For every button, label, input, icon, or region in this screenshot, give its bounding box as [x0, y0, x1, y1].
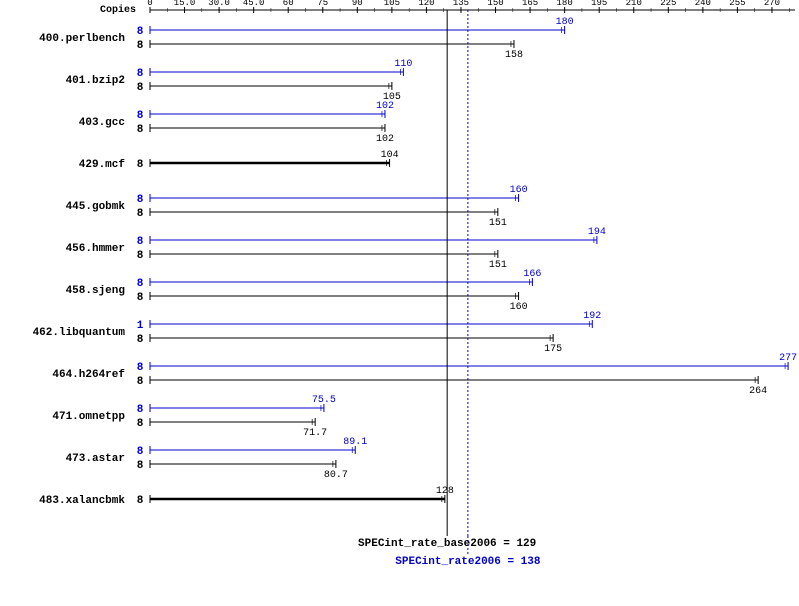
axis-tick-label: 60 [283, 0, 294, 8]
copies-value: 8 [137, 446, 144, 458]
bar-value-label: 180 [556, 17, 574, 28]
copies-value: 8 [137, 362, 144, 374]
bar-value-label: 264 [749, 386, 767, 397]
benchmark-label: 401.bzip2 [66, 75, 125, 87]
bar-value-label: 128 [436, 486, 454, 497]
benchmark-label: 400.perlbench [39, 33, 125, 45]
bar-value-label: 158 [505, 50, 523, 61]
bar-value-label: 151 [489, 260, 507, 271]
copies-value: 8 [137, 460, 144, 472]
axis-tick-label: 75 [317, 0, 328, 8]
bar-value-label: 102 [376, 101, 394, 112]
axis-tick-label: 0 [147, 0, 152, 8]
benchmark-label: 403.gcc [79, 117, 125, 129]
benchmark-label: 458.sjeng [66, 285, 125, 297]
copies-value: 8 [137, 292, 144, 304]
copies-value: 8 [137, 26, 144, 38]
axis-tick-label: 225 [660, 0, 676, 8]
axis-tick-label: 195 [591, 0, 607, 8]
copies-header: Copies [100, 4, 136, 16]
bar-value-label: 166 [523, 269, 541, 280]
axis-tick-label: 165 [522, 0, 538, 8]
copies-value: 8 [137, 159, 144, 171]
copies-value: 8 [137, 40, 144, 52]
copies-value: 8 [137, 82, 144, 94]
bar-value-label: 80.7 [324, 470, 348, 481]
axis-tick-label: 180 [557, 0, 573, 8]
benchmark-label: 456.hmmer [66, 243, 125, 255]
bar-value-label: 160 [510, 185, 528, 196]
copies-value: 8 [137, 278, 144, 290]
axis-tick-label: 45.0 [243, 0, 265, 8]
benchmark-label: 473.astar [66, 453, 125, 465]
axis-tick-label: 150 [487, 0, 503, 8]
bar-value-label: 75.5 [312, 395, 336, 406]
copies-value: 8 [137, 194, 144, 206]
copies-value: 8 [137, 208, 144, 220]
axis-tick-label: 240 [695, 0, 711, 8]
benchmark-label: 464.h264ref [52, 369, 125, 381]
bar-value-label: 151 [489, 218, 507, 229]
axis-tick-label: 210 [626, 0, 642, 8]
bar-value-label: 104 [381, 150, 399, 161]
copies-value: 8 [137, 110, 144, 122]
summary-base: SPECint_rate_base2006 = 129 [358, 538, 536, 550]
benchmark-label: 483.xalancbmk [39, 495, 125, 507]
chart-bg [0, 0, 799, 606]
summary-peak: SPECint_rate2006 = 138 [395, 556, 541, 568]
copies-value: 8 [137, 376, 144, 388]
bar-value-label: 192 [583, 311, 601, 322]
bar-value-label: 71.7 [303, 428, 327, 439]
copies-value: 8 [137, 236, 144, 248]
bar-value-label: 194 [588, 227, 606, 238]
copies-value: 1 [137, 320, 144, 332]
copies-value: 8 [137, 68, 144, 80]
axis-tick-label: 105 [384, 0, 400, 8]
benchmark-label: 429.mcf [79, 159, 126, 171]
bar-value-label: 175 [544, 344, 562, 355]
copies-value: 8 [137, 250, 144, 262]
axis-tick-label: 255 [729, 0, 745, 8]
copies-value: 8 [137, 495, 144, 507]
benchmark-label: 471.omnetpp [52, 411, 125, 423]
axis-tick-label: 90 [352, 0, 363, 8]
axis-tick-label: 120 [418, 0, 434, 8]
benchmark-label: 445.gobmk [66, 201, 126, 213]
axis-tick-label: 15.0 [174, 0, 196, 8]
copies-value: 8 [137, 404, 144, 416]
bar-value-label: 110 [394, 59, 412, 70]
bar-value-label: 277 [779, 353, 797, 364]
spec-chart: Copies 0 15.0 30.0 45.0 60 75 90 105 120 135 150 165… [0, 0, 799, 606]
bar-value-label: 160 [510, 302, 528, 313]
axis-tick-label: 270 [764, 0, 780, 8]
copies-value: 8 [137, 418, 144, 430]
benchmark-label: 462.libquantum [33, 327, 126, 339]
axis-tick-label: 30.0 [208, 0, 230, 8]
copies-value: 8 [137, 124, 144, 136]
copies-value: 8 [137, 334, 144, 346]
bar-value-label: 102 [376, 134, 394, 145]
axis-tick-label: 135 [453, 0, 469, 8]
bar-value-label: 89.1 [343, 437, 367, 448]
